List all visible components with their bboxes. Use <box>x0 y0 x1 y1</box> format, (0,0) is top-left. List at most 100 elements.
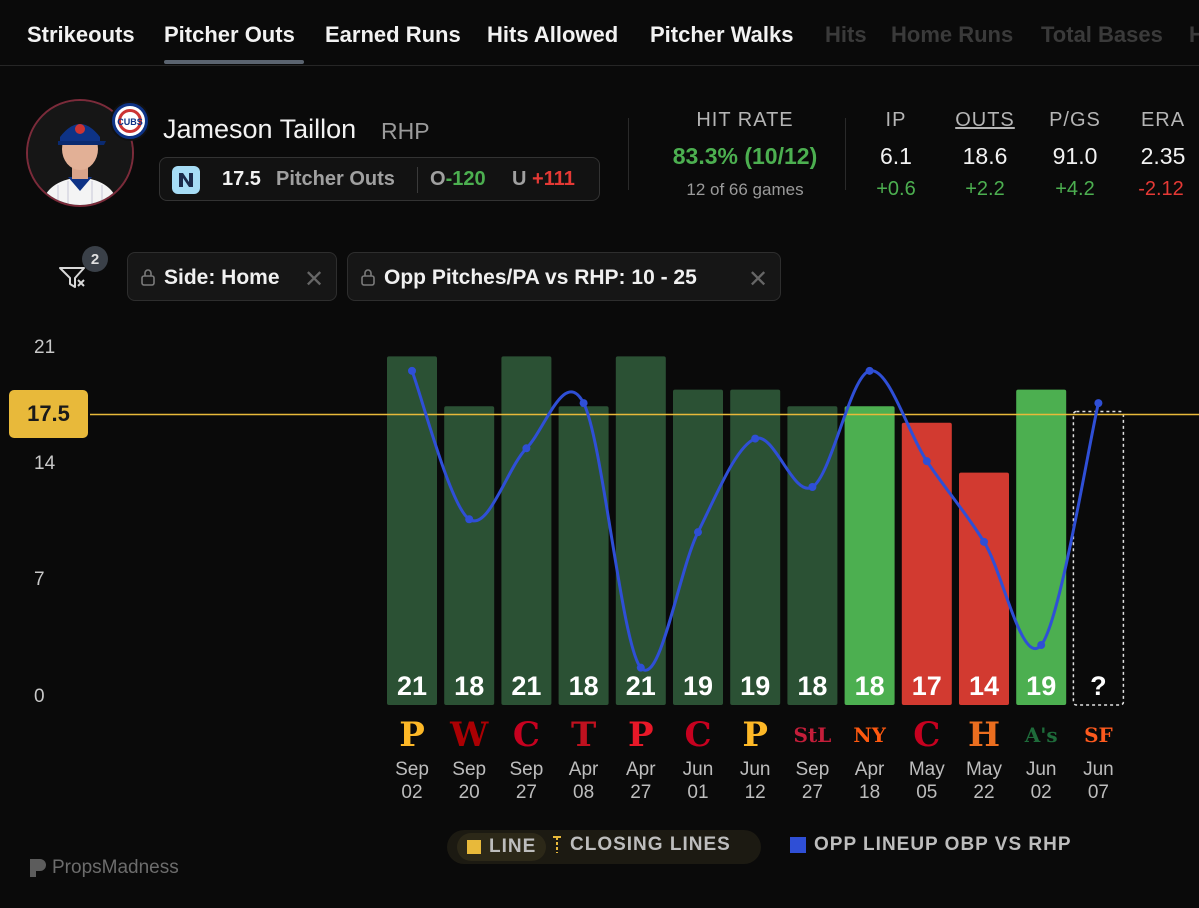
opp-obp-point <box>636 663 645 672</box>
x-date-label: May 22 <box>966 759 1002 803</box>
tab-hits[interactable]: Hits <box>825 22 867 47</box>
tab-hits-allowed[interactable]: Hits Allowed <box>487 22 619 47</box>
tab-pitcher-walks[interactable]: Pitcher Walks <box>650 22 794 47</box>
filter-chip-label: Opp Pitches/PA vs RHP: 10 - 25 <box>384 266 697 289</box>
bar-value-label: 21 <box>626 671 656 701</box>
header-divider <box>628 118 629 190</box>
opp-obp-point <box>1094 399 1103 408</box>
opp-obp-point <box>579 399 588 408</box>
opponent-logo-icon: W <box>450 715 489 755</box>
stat-header-ip: IP <box>885 109 907 131</box>
bar-value-label: 19 <box>683 671 713 701</box>
remove-filter-icon[interactable]: ✕ <box>748 266 769 293</box>
tab-home-runs[interactable]: Home Runs <box>891 22 1014 47</box>
legend-line-label: LINE <box>489 836 537 857</box>
y-tick-label: 14 <box>34 453 56 474</box>
x-date-label: Sep 20 <box>452 759 487 803</box>
tab-pitcher-outs[interactable]: Pitcher Outs <box>164 22 295 47</box>
stat-value-outs: 18.6 <box>962 143 1008 169</box>
legend-opp-toggle[interactable]: OPP LINEUP OBP VS RHP <box>790 834 1072 856</box>
filter-chip-opp-pitches[interactable]: Opp Pitches/PA vs RHP: 10 - 25 ✕ <box>347 252 781 301</box>
opponent-logo-icon: NY <box>853 723 886 747</box>
propsmadness-logo-icon <box>30 859 46 877</box>
filter-count-badge: 2 <box>82 246 108 272</box>
under-odds: U +111 <box>512 168 575 190</box>
opponent-logo-icon: P <box>399 715 425 755</box>
player-name: Jameson Taillon <box>163 114 357 144</box>
legend-opp-label: OPP LINEUP OBP VS RHP <box>814 834 1072 855</box>
tab-total-bases[interactable]: Total Bases <box>1041 22 1163 47</box>
x-date-label: Jun 02 <box>1025 759 1057 803</box>
x-date-label: Apr 18 <box>854 759 885 803</box>
prop-line-box[interactable]: 17.5 Pitcher Outs O-120 U +111 <box>159 157 600 201</box>
prop-divider <box>417 167 418 193</box>
opp-obp-point <box>980 537 988 546</box>
filter-chip-label: Side: Home <box>164 266 280 289</box>
opp-obp-point <box>865 366 874 375</box>
hit-rate-subtext: 12 of 66 games <box>686 180 804 199</box>
opp-obp-point <box>408 366 416 375</box>
hit-rate-value: 83.3% (10/12) <box>672 143 818 169</box>
stat-value-pgs: 91.0 <box>1052 143 1098 169</box>
x-date-label: Sep 02 <box>395 759 429 803</box>
line-value-badge: 17.5 <box>9 390 88 438</box>
x-date-label: Apr 08 <box>568 759 599 803</box>
tab-earned-runs[interactable]: Earned Runs <box>325 22 461 47</box>
brand-watermark: PropsMadness <box>28 857 179 879</box>
x-date-label: Jun 01 <box>682 759 714 803</box>
legend-opp-swatch <box>790 837 806 853</box>
opponent-logo-icon: H <box>967 715 1001 755</box>
opponent-logo-icon: C <box>913 715 941 755</box>
opp-obp-point <box>522 444 531 453</box>
prop-tabs: Strikeouts Pitcher Outs Earned Runs Hits… <box>0 0 1199 66</box>
opp-obp-point <box>694 528 702 537</box>
bar-value-label: 21 <box>397 671 427 701</box>
opponent-logo-icon: P <box>742 715 768 755</box>
sportsbook-icon <box>172 166 200 194</box>
bar <box>501 356 552 705</box>
filter-icon[interactable] <box>56 262 92 294</box>
stat-header-pgs: P/GS <box>1049 109 1101 131</box>
upcoming-game-bar <box>1072 410 1125 706</box>
legend-line-swatch <box>467 840 481 854</box>
opponent-logo-icon: SF <box>1084 723 1113 747</box>
bar <box>673 389 723 705</box>
bar <box>844 406 895 705</box>
tab-h[interactable]: H <box>1189 22 1199 47</box>
opponent-logo-icon: P <box>628 715 654 755</box>
legend-closing-label: CLOSING LINES <box>570 834 731 855</box>
y-tick-label: 0 <box>34 686 45 707</box>
stat-header-outs[interactable]: OUTS <box>955 109 1015 131</box>
opp-obp-point <box>751 434 760 443</box>
cubs-logo: CUBS <box>110 101 150 141</box>
bar <box>444 406 495 705</box>
pitcher-outs-chart: 21 18 21 18 21 19 19 18 18 17 14 19? <box>90 356 1199 706</box>
x-date-label: Jun 12 <box>739 759 771 803</box>
over-odds: O-120 <box>430 168 486 190</box>
legend-closing-toggle[interactable]: CLOSING LINES <box>550 834 731 856</box>
x-date-label: May 05 <box>908 759 945 803</box>
remove-filter-icon[interactable]: ✕ <box>304 266 325 293</box>
opponent-logo-icon: A's <box>1024 723 1058 747</box>
bar <box>615 356 666 705</box>
svg-text:CUBS: CUBS <box>117 117 143 127</box>
opp-obp-point <box>465 515 474 524</box>
opp-obp-point <box>1037 641 1046 650</box>
bar <box>901 422 952 705</box>
x-date-label: Apr 27 <box>626 759 656 803</box>
lock-icon <box>361 269 375 286</box>
stat-delta-ip: +0.6 <box>876 178 916 200</box>
legend-line-toggle[interactable]: LINE <box>457 833 547 861</box>
bar-value-label: 14 <box>969 671 999 701</box>
stat-header-era: ERA <box>1140 109 1186 131</box>
bar-value-label: 17 <box>912 671 942 701</box>
x-date-label: Sep 27 <box>509 759 544 803</box>
bar <box>558 406 609 705</box>
opp-obp-point <box>808 482 817 491</box>
bar <box>959 472 1009 705</box>
prop-market-label: Pitcher Outs <box>276 168 395 190</box>
hit-rate-header: HIT RATE <box>696 109 794 131</box>
active-tab-indicator <box>164 60 304 64</box>
tab-strikeouts[interactable]: Strikeouts <box>27 22 135 47</box>
filter-chip-side[interactable]: Side: Home ✕ <box>127 252 337 301</box>
